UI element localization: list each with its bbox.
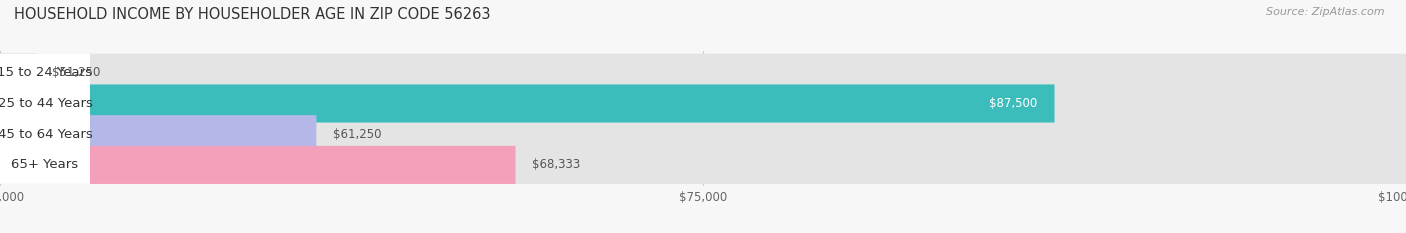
FancyBboxPatch shape: [0, 54, 35, 92]
Text: $61,250: $61,250: [333, 128, 381, 141]
FancyBboxPatch shape: [0, 84, 1406, 123]
FancyBboxPatch shape: [0, 84, 1054, 123]
Text: $68,333: $68,333: [533, 158, 581, 171]
FancyBboxPatch shape: [0, 115, 316, 153]
Text: 45 to 64 Years: 45 to 64 Years: [0, 128, 93, 141]
Text: HOUSEHOLD INCOME BY HOUSEHOLDER AGE IN ZIP CODE 56263: HOUSEHOLD INCOME BY HOUSEHOLDER AGE IN Z…: [14, 7, 491, 22]
Text: $87,500: $87,500: [990, 97, 1038, 110]
Text: 15 to 24 Years: 15 to 24 Years: [0, 66, 93, 79]
FancyBboxPatch shape: [0, 146, 1406, 184]
FancyBboxPatch shape: [0, 54, 1406, 92]
FancyBboxPatch shape: [0, 84, 90, 123]
FancyBboxPatch shape: [0, 146, 90, 184]
FancyBboxPatch shape: [0, 115, 90, 153]
Text: 25 to 44 Years: 25 to 44 Years: [0, 97, 93, 110]
FancyBboxPatch shape: [0, 115, 1406, 153]
FancyBboxPatch shape: [0, 146, 516, 184]
Text: Source: ZipAtlas.com: Source: ZipAtlas.com: [1267, 7, 1385, 17]
Text: $51,250: $51,250: [52, 66, 100, 79]
Text: 65+ Years: 65+ Years: [11, 158, 79, 171]
FancyBboxPatch shape: [0, 54, 90, 92]
